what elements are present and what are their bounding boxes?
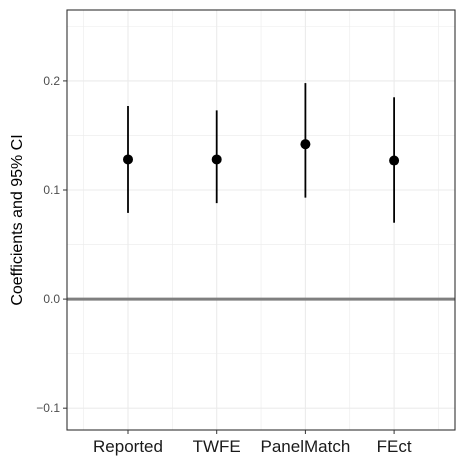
x-tick-label-reported: Reported: [93, 437, 163, 456]
x-axis-ticks: Reported TWFE PanelMatch FEct: [93, 430, 412, 456]
y-axis-title: Coefficients and 95% CI: [9, 134, 26, 305]
point-fect: [389, 155, 400, 166]
minor-gridlines: [67, 10, 455, 430]
y-tick-label: 0.2: [43, 74, 60, 88]
point-panelmatch: [300, 139, 311, 150]
point-reported: [123, 154, 133, 165]
panel-border: [66, 9, 456, 431]
y-tick-label: 0.0: [43, 292, 60, 306]
x-tick-label-twfe: TWFE: [193, 437, 241, 456]
point-twfe: [211, 154, 222, 165]
x-tick-label-fect: FEct: [377, 437, 412, 456]
y-axis-ticks: −0.1 0.0 0.1 0.2: [36, 74, 67, 415]
y-tick-label: −0.1: [36, 401, 60, 415]
x-tick-label-panelmatch: PanelMatch: [261, 437, 351, 456]
coefficient-points: [123, 139, 400, 166]
y-tick-label: 0.1: [43, 183, 60, 197]
